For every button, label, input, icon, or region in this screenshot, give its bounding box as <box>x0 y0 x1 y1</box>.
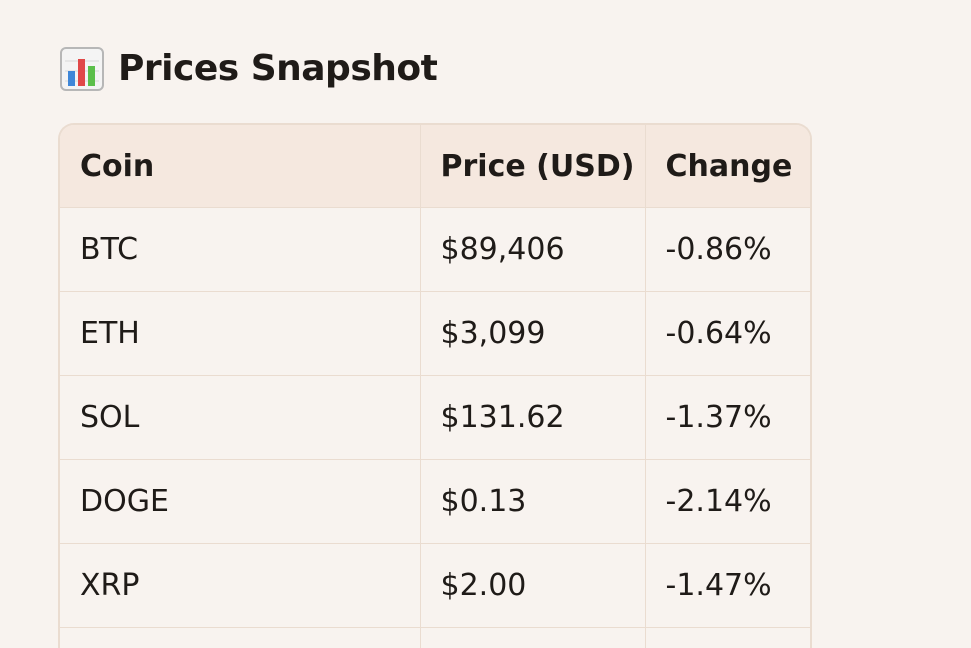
table-row: DOGE $0.13 -2.14% <box>60 460 810 544</box>
change-cell: -0.86% <box>645 208 810 292</box>
table-row: BTC $89,406 -0.86% <box>60 208 810 292</box>
table-row: XRP $2.00 -1.47% <box>60 544 810 628</box>
empty-cell <box>60 628 420 648</box>
empty-cell <box>420 628 645 648</box>
price-cell: $0.13 <box>420 460 645 544</box>
page-heading: Prices Snapshot <box>58 44 437 94</box>
coin-cell: XRP <box>60 544 420 628</box>
table-header-row: Coin Price (USD) Change <box>60 125 810 208</box>
column-header-coin[interactable]: Coin <box>60 125 420 208</box>
coin-cell: BTC <box>60 208 420 292</box>
price-cell: $131.62 <box>420 376 645 460</box>
price-cell: $2.00 <box>420 544 645 628</box>
column-header-price[interactable]: Price (USD) <box>420 125 645 208</box>
table-row: ETH $3,099 -0.64% <box>60 292 810 376</box>
change-cell: -1.47% <box>645 544 810 628</box>
table-row: SOL $131.62 -1.37% <box>60 376 810 460</box>
price-cell: $89,406 <box>420 208 645 292</box>
bar-chart-icon <box>58 45 106 93</box>
column-header-change[interactable]: Change <box>645 125 810 208</box>
prices-table: Coin Price (USD) Change BTC $89,406 -0.8… <box>60 125 810 648</box>
table-row-partial <box>60 628 810 648</box>
coin-cell: SOL <box>60 376 420 460</box>
price-cell: $3,099 <box>420 292 645 376</box>
prices-table-container: Coin Price (USD) Change BTC $89,406 -0.8… <box>58 123 812 648</box>
empty-cell <box>645 628 810 648</box>
page-title: Prices Snapshot <box>118 51 437 87</box>
change-cell: -2.14% <box>645 460 810 544</box>
coin-cell: ETH <box>60 292 420 376</box>
coin-cell: DOGE <box>60 460 420 544</box>
change-cell: -1.37% <box>645 376 810 460</box>
change-cell: -0.64% <box>645 292 810 376</box>
